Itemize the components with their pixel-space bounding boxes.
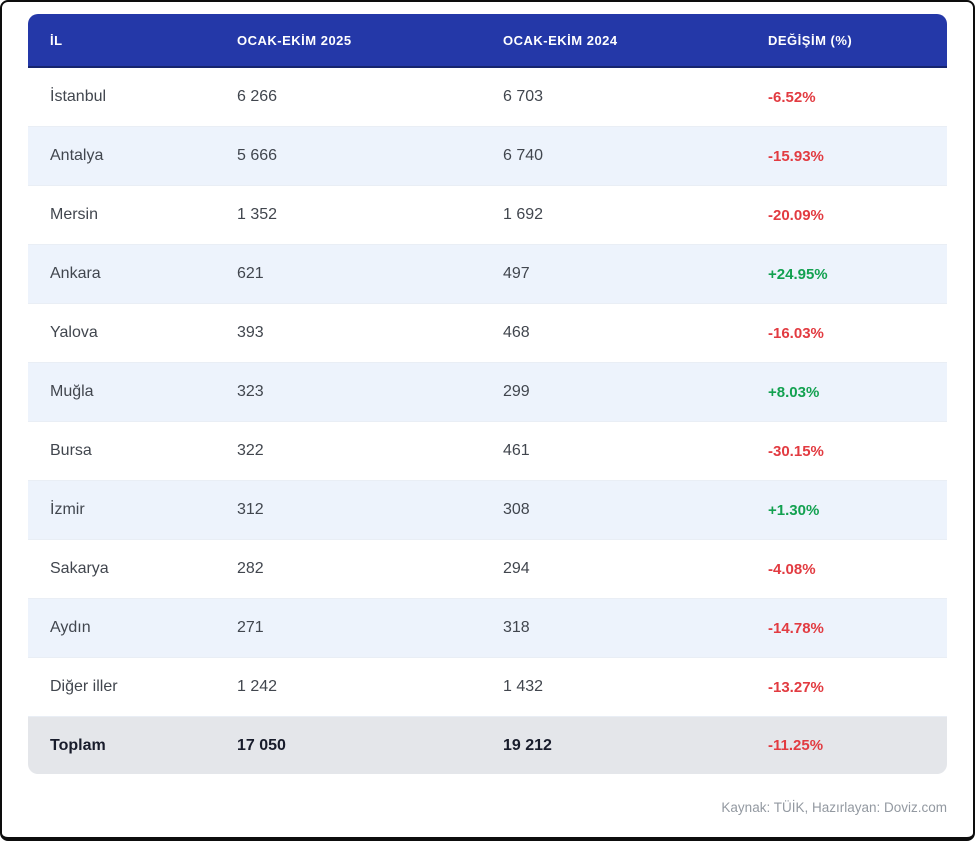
value-2024: 468 — [503, 324, 530, 341]
total-value-2024: 19 212 — [503, 736, 552, 754]
city-name: Bursa — [50, 442, 92, 459]
value-2025: 621 — [237, 265, 264, 282]
change-percent: -16.03% — [768, 324, 824, 342]
value-2024: 308 — [503, 501, 530, 518]
table-row: Diğer iller 1 242 1 432 -13.27% — [28, 658, 947, 717]
value-2025: 1 352 — [237, 206, 278, 223]
source-attribution: Kaynak: TÜİK, Hazırlayan: Doviz.com — [721, 800, 947, 815]
city-name: Muğla — [50, 383, 94, 400]
value-2024: 6 740 — [503, 147, 544, 164]
table-row: İzmir 312 308 +1.30% — [28, 481, 947, 540]
column-header-2024: OCAK-EKİM 2024 — [503, 32, 618, 48]
total-change-percent: -11.25% — [768, 737, 824, 754]
table-row: Mersin 1 352 1 692 -20.09% — [28, 186, 947, 245]
value-2024: 1 692 — [503, 206, 544, 223]
change-percent: +24.95% — [768, 265, 828, 283]
column-header-2025: OCAK-EKİM 2025 — [237, 32, 352, 48]
value-2025: 271 — [237, 619, 264, 636]
table-row: Aydın 271 318 -14.78% — [28, 599, 947, 658]
value-2024: 6 703 — [503, 88, 544, 105]
change-percent: -13.27% — [768, 678, 824, 696]
value-2025: 393 — [237, 324, 264, 341]
column-header-il: İL — [50, 32, 63, 48]
value-2024: 497 — [503, 265, 530, 282]
table-body: İstanbul 6 266 6 703 -6.52% Antalya 5 666 6 74… — [28, 68, 947, 717]
city-name: Antalya — [50, 147, 104, 164]
value-2024: 299 — [503, 383, 530, 400]
table-row: Yalova 393 468 -16.03% — [28, 304, 947, 363]
value-2025: 1 242 — [237, 678, 278, 695]
value-2024: 1 432 — [503, 678, 544, 695]
value-2025: 312 — [237, 501, 264, 518]
value-2025: 323 — [237, 383, 264, 400]
table-header-row: İL OCAK-EKİM 2025 OCAK-EKİM 2024 DEĞİŞİM… — [28, 14, 947, 68]
value-2024: 318 — [503, 619, 530, 636]
change-percent: +1.30% — [768, 501, 820, 519]
change-percent: -30.15% — [768, 442, 824, 460]
city-name: İzmir — [50, 501, 85, 518]
change-percent: -20.09% — [768, 206, 824, 224]
city-name: Yalova — [50, 324, 98, 341]
city-name: İstanbul — [50, 88, 107, 105]
table-row: Muğla 323 299 +8.03% — [28, 363, 947, 422]
column-header-change: DEĞİŞİM (%) — [768, 32, 853, 48]
city-name: Aydın — [50, 619, 91, 636]
change-percent: +8.03% — [768, 383, 820, 401]
change-percent: -14.78% — [768, 619, 824, 637]
value-2025: 5 666 — [237, 147, 278, 164]
table-row: Sakarya 282 294 -4.08% — [28, 540, 947, 599]
change-percent: -6.52% — [768, 88, 816, 106]
total-value-2025: 17 050 — [237, 736, 286, 754]
value-2024: 461 — [503, 442, 530, 459]
table-row: Bursa 322 461 -30.15% — [28, 422, 947, 481]
value-2025: 6 266 — [237, 88, 278, 105]
city-name: Diğer iller — [50, 678, 118, 695]
value-2025: 322 — [237, 442, 264, 459]
city-name: Sakarya — [50, 560, 109, 577]
change-percent: -15.93% — [768, 147, 824, 165]
city-name: Mersin — [50, 206, 99, 223]
change-percent: -4.08% — [768, 560, 816, 578]
city-name: Ankara — [50, 265, 101, 282]
table-row: Antalya 5 666 6 740 -15.93% — [28, 127, 947, 186]
total-label: Toplam — [50, 736, 106, 754]
value-2025: 282 — [237, 560, 264, 577]
value-2024: 294 — [503, 560, 530, 577]
table-total-row: Toplam 17 050 19 212 -11.25% — [28, 717, 947, 774]
statistics-table: İL OCAK-EKİM 2025 OCAK-EKİM 2024 DEĞİŞİM… — [28, 14, 947, 774]
table-row: Ankara 621 497 +24.95% — [28, 245, 947, 304]
table-row: İstanbul 6 266 6 703 -6.52% — [28, 68, 947, 127]
